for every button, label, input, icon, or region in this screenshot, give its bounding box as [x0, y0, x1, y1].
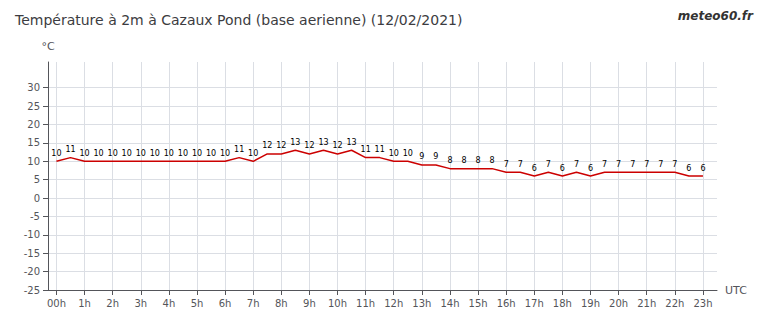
svg-text:7: 7 [602, 160, 607, 169]
svg-text:meteo60.fr: meteo60.fr [678, 9, 754, 23]
svg-text:10: 10 [220, 149, 230, 158]
svg-text:6: 6 [588, 164, 593, 173]
svg-text:9: 9 [419, 152, 424, 161]
svg-text:13: 13 [318, 138, 328, 147]
svg-text:11: 11 [375, 145, 385, 154]
svg-text:21h: 21h [637, 298, 656, 309]
svg-text:23h: 23h [693, 298, 712, 309]
svg-text:30: 30 [27, 82, 40, 93]
svg-text:10: 10 [389, 149, 399, 158]
svg-text:25: 25 [27, 101, 40, 112]
svg-text:7: 7 [574, 160, 579, 169]
svg-text:16h: 16h [497, 298, 516, 309]
svg-text:10: 10 [27, 156, 40, 167]
svg-text:Température à 2m à Cazaux Pond: Température à 2m à Cazaux Pond (base aer… [14, 12, 462, 28]
svg-text:10: 10 [206, 149, 216, 158]
svg-text:13h: 13h [412, 298, 431, 309]
svg-text:8h: 8h [275, 298, 288, 309]
svg-text:7: 7 [518, 160, 523, 169]
svg-text:7: 7 [546, 160, 551, 169]
svg-text:8: 8 [490, 156, 495, 165]
svg-text:5h: 5h [191, 298, 204, 309]
svg-text:-10: -10 [24, 229, 40, 240]
svg-text:-20: -20 [24, 266, 40, 277]
svg-text:6: 6 [686, 164, 691, 173]
svg-text:15: 15 [27, 137, 40, 148]
svg-text:UTC: UTC [725, 284, 747, 297]
svg-text:7h: 7h [247, 298, 260, 309]
svg-text:7: 7 [630, 160, 635, 169]
svg-text:22h: 22h [665, 298, 684, 309]
svg-text:0: 0 [34, 193, 40, 204]
svg-text:°C: °C [41, 40, 55, 53]
svg-text:11h: 11h [356, 298, 375, 309]
svg-text:3h: 3h [134, 298, 147, 309]
svg-text:9: 9 [433, 152, 438, 161]
svg-text:10: 10 [122, 149, 132, 158]
svg-text:7: 7 [504, 160, 509, 169]
svg-text:10h: 10h [328, 298, 347, 309]
svg-text:6: 6 [532, 164, 537, 173]
svg-text:10: 10 [94, 149, 104, 158]
svg-text:19h: 19h [581, 298, 600, 309]
svg-text:12: 12 [304, 141, 314, 150]
svg-text:11: 11 [234, 145, 244, 154]
svg-text:8: 8 [476, 156, 481, 165]
svg-text:10: 10 [178, 149, 188, 158]
svg-text:-25: -25 [24, 285, 40, 296]
svg-text:11: 11 [361, 145, 371, 154]
svg-text:10: 10 [79, 149, 89, 158]
svg-text:9h: 9h [303, 298, 316, 309]
svg-text:10: 10 [248, 149, 258, 158]
svg-text:10: 10 [108, 149, 118, 158]
svg-text:00h: 00h [47, 298, 66, 309]
svg-text:20h: 20h [609, 298, 628, 309]
svg-text:12: 12 [262, 141, 272, 150]
svg-text:12: 12 [332, 141, 342, 150]
svg-text:20: 20 [27, 119, 40, 130]
svg-text:6: 6 [560, 164, 565, 173]
svg-text:12h: 12h [384, 298, 403, 309]
svg-text:10: 10 [164, 149, 174, 158]
svg-text:6: 6 [700, 164, 705, 173]
svg-text:2h: 2h [106, 298, 119, 309]
svg-text:11: 11 [65, 145, 75, 154]
svg-text:4h: 4h [163, 298, 176, 309]
svg-text:-5: -5 [30, 211, 40, 222]
svg-text:-15: -15 [24, 248, 40, 259]
svg-text:7: 7 [658, 160, 663, 169]
svg-text:10: 10 [150, 149, 160, 158]
svg-text:10: 10 [192, 149, 202, 158]
svg-text:15h: 15h [469, 298, 488, 309]
svg-text:7: 7 [616, 160, 621, 169]
svg-text:6h: 6h [219, 298, 232, 309]
svg-text:13: 13 [290, 138, 300, 147]
svg-text:5: 5 [34, 174, 40, 185]
svg-text:8: 8 [461, 156, 466, 165]
svg-text:18h: 18h [553, 298, 572, 309]
svg-text:10: 10 [403, 149, 413, 158]
svg-text:17h: 17h [525, 298, 544, 309]
svg-text:7: 7 [644, 160, 649, 169]
svg-text:8: 8 [447, 156, 452, 165]
svg-text:1h: 1h [78, 298, 91, 309]
svg-text:10: 10 [51, 149, 61, 158]
svg-text:12: 12 [276, 141, 286, 150]
svg-text:14h: 14h [440, 298, 459, 309]
svg-text:10: 10 [136, 149, 146, 158]
svg-text:7: 7 [672, 160, 677, 169]
svg-text:13: 13 [346, 138, 356, 147]
